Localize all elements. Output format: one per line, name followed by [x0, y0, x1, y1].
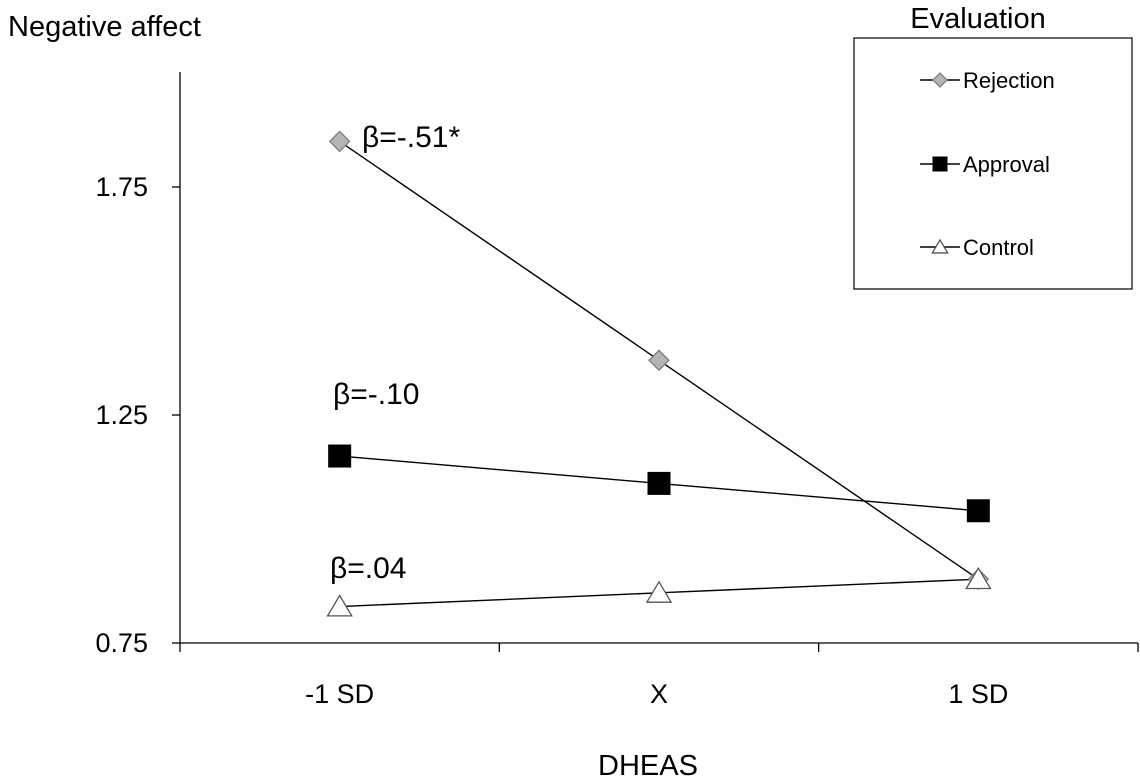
legend-title: Evaluation	[910, 3, 1045, 35]
data-point-control	[326, 594, 353, 617]
y-tick-label: 1.75	[95, 172, 148, 202]
data-point-approval	[647, 471, 671, 495]
y-tick-labels: 0.75 1.25 1.75	[95, 172, 148, 658]
x-tick-label: -1 SD	[305, 679, 374, 709]
legend-label-approval: Approval	[963, 152, 1050, 177]
x-tick-label: X	[650, 679, 668, 709]
legend-box	[853, 37, 1133, 290]
data-point-rejection	[328, 130, 351, 153]
x-tick-labels: -1 SD X 1 SD	[305, 679, 1008, 709]
y-axis-title: Negative affect	[8, 11, 201, 43]
y-tick-label: 0.75	[95, 628, 148, 658]
legend-marker-approval	[932, 156, 948, 172]
legend-marker-rejection	[932, 72, 948, 88]
data-point-control	[965, 566, 992, 590]
annotation-rejection: β=-.51*	[362, 121, 460, 154]
data-point-approval	[966, 499, 990, 523]
annotation-control: β=.04	[330, 552, 406, 585]
annotation-approval: β=-.10	[333, 378, 419, 411]
data-point-rejection	[648, 349, 670, 372]
series-markers	[326, 130, 992, 617]
axes	[172, 72, 1139, 652]
y-tick-label: 1.25	[95, 400, 148, 430]
legend: Rejection Approval Control	[853, 37, 1133, 290]
x-axis-title: DHEAS	[598, 750, 698, 781]
x-tick-label: 1 SD	[948, 679, 1008, 709]
legend-label-rejection: Rejection	[963, 68, 1055, 93]
legend-label-control: Control	[963, 235, 1034, 260]
data-point-approval	[328, 444, 352, 468]
legend-marker-control	[931, 238, 949, 254]
data-point-control	[645, 580, 673, 603]
